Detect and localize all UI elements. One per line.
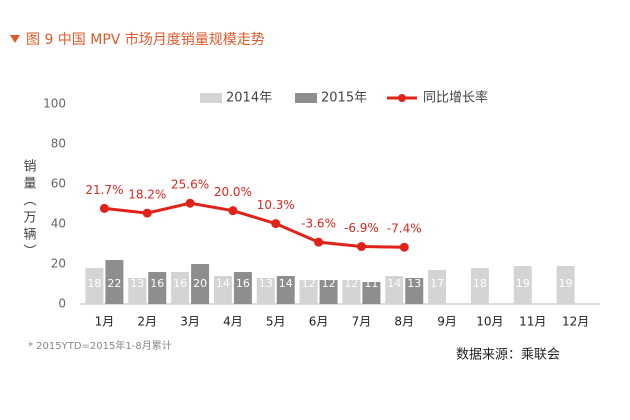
bar-label: 12 — [302, 277, 316, 290]
y-tick-label: 80 — [51, 137, 66, 151]
y-tick-label: 40 — [51, 217, 66, 231]
x-tick-label: 7月 — [352, 315, 372, 329]
bar-label: 12 — [322, 277, 336, 290]
x-tick-label: 8月 — [394, 315, 414, 329]
bar — [319, 280, 338, 304]
growth-marker — [99, 203, 109, 213]
bar — [470, 268, 489, 304]
growth-marker — [142, 208, 152, 218]
bar — [128, 278, 147, 304]
line-label: -7.4% — [387, 222, 422, 236]
bar — [256, 278, 275, 304]
x-tick-label: 10月 — [476, 315, 503, 329]
bar — [299, 280, 318, 304]
bar — [556, 266, 575, 304]
bar-label: 17 — [430, 277, 444, 290]
x-tick-label: 4月 — [223, 315, 243, 329]
legend-swatch — [295, 93, 317, 103]
bar — [191, 264, 210, 304]
bar-label: 12 — [344, 277, 358, 290]
bar-label: 14 — [279, 277, 293, 290]
growth-marker — [356, 242, 366, 252]
x-tick-label: 11月 — [519, 315, 546, 329]
y-tick-label: 100 — [43, 97, 66, 111]
source: 数据来源：乘联会 — [456, 348, 560, 363]
growth-marker — [228, 206, 238, 216]
bar — [85, 268, 104, 304]
bar-label: 19 — [559, 277, 573, 290]
bar-label: 16 — [173, 277, 187, 290]
bar-label: 11 — [364, 277, 378, 290]
growth-marker — [399, 242, 409, 252]
bar — [405, 278, 424, 304]
line-label: 21.7% — [85, 183, 123, 197]
growth-marker — [314, 237, 324, 247]
bar — [171, 272, 190, 304]
bar — [233, 272, 252, 304]
bar — [513, 266, 532, 304]
legend-swatch — [200, 93, 222, 103]
line-label: -3.6% — [301, 217, 336, 231]
y-tick-label: 20 — [51, 257, 66, 271]
growth-line — [104, 201, 405, 249]
line-label: 20.0% — [214, 185, 252, 199]
x-tick-label: 12月 — [562, 315, 589, 329]
y-tick-label: 60 — [51, 177, 66, 191]
line-label: 10.3% — [257, 198, 295, 212]
bar — [342, 280, 361, 304]
line-label: 18.2% — [128, 188, 166, 202]
x-tick-label: 9月 — [437, 315, 457, 329]
x-tick-label: 6月 — [309, 315, 329, 329]
bar-label: 14 — [216, 277, 230, 290]
bar — [276, 276, 295, 304]
y-axis-label: 销量（万辆） — [21, 159, 37, 261]
legend-label: 2014年 — [226, 91, 272, 106]
bar-label: 20 — [193, 277, 207, 290]
x-tick-label: 1月 — [95, 315, 115, 329]
bar-label: 13 — [130, 277, 144, 290]
bar-label: 14 — [387, 277, 401, 290]
bar-label: 18 — [473, 277, 487, 290]
x-tick-label: 2月 — [137, 315, 157, 329]
footnote: * 2015YTD=2015年1-8月累计 — [28, 339, 172, 352]
bar — [148, 272, 167, 304]
bar — [428, 270, 447, 304]
x-tick-label: 5月 — [266, 315, 286, 329]
chart-title: 图 9 中国 MPV 市场月度销量规模走势 — [26, 31, 265, 48]
bar-label: 22 — [107, 277, 121, 290]
bar — [213, 276, 232, 304]
line-label: -6.9% — [344, 221, 379, 235]
bar-label: 16 — [150, 277, 164, 290]
title-icon — [10, 35, 20, 43]
bar-label: 19 — [516, 277, 530, 290]
bar-label: 18 — [87, 277, 101, 290]
line-label: 25.6% — [171, 178, 209, 192]
y-tick-label: 0 — [58, 297, 66, 311]
bar — [362, 282, 381, 304]
x-tick-label: 3月 — [180, 315, 200, 329]
bar-label: 13 — [407, 277, 421, 290]
bar-label: 16 — [236, 277, 250, 290]
bar — [385, 276, 404, 304]
bar — [105, 260, 124, 304]
bar-label: 13 — [259, 277, 273, 290]
legend-label: 2015年 — [321, 91, 367, 106]
legend-label: 同比增长率 — [423, 90, 488, 106]
growth-marker — [185, 198, 195, 208]
growth-marker — [271, 219, 281, 229]
legend-marker — [398, 94, 406, 102]
